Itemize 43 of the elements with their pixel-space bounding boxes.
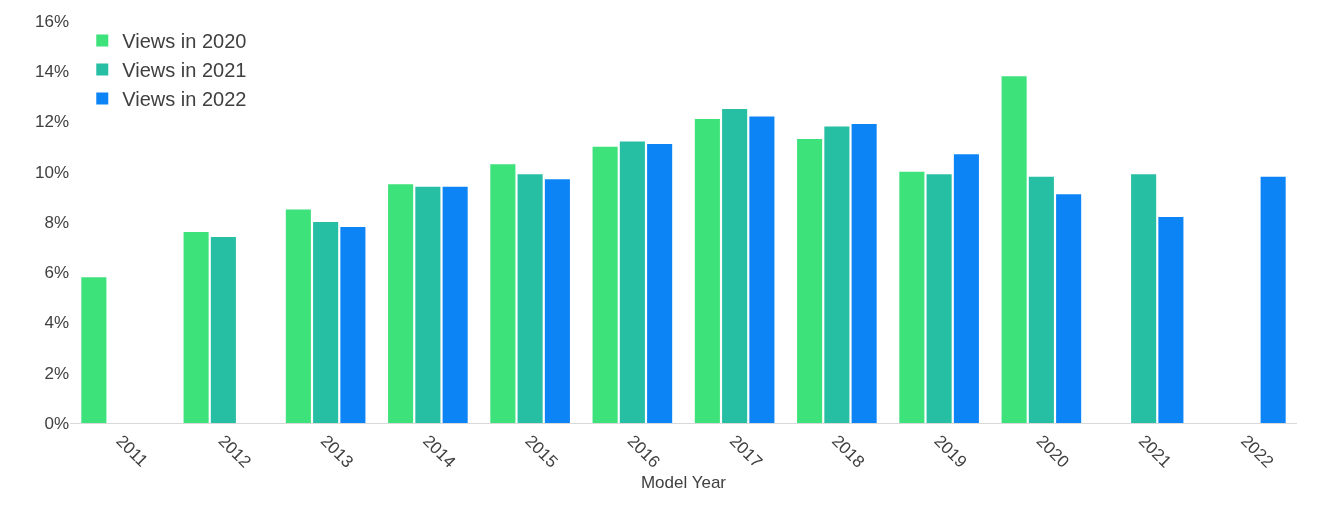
bar [1260, 176, 1286, 423]
y-tick-label: 12% [34, 112, 69, 132]
bar [619, 141, 645, 423]
bar [544, 179, 570, 423]
bar [694, 118, 720, 423]
bar [1056, 194, 1082, 423]
bar [953, 154, 979, 423]
bar [1131, 174, 1157, 423]
bar [592, 146, 618, 423]
bar [81, 277, 107, 423]
bar [824, 126, 850, 423]
bar [797, 139, 823, 423]
bar [210, 237, 236, 423]
bar [388, 184, 414, 423]
legend-label: Views in 2021 [122, 59, 247, 82]
bar [926, 174, 952, 423]
y-tick-label: 6% [44, 263, 69, 283]
bar [340, 227, 366, 423]
bar [749, 116, 775, 423]
y-tick-label: 10% [34, 162, 69, 182]
y-tick-label: 14% [34, 62, 69, 82]
y-tick-label: 2% [44, 363, 69, 383]
bar [415, 186, 441, 423]
x-axis-title: Model Year [640, 473, 727, 493]
bar [851, 124, 877, 423]
bar [285, 209, 311, 423]
bar [183, 232, 209, 423]
bar [442, 186, 468, 423]
bar [1158, 216, 1184, 423]
bar [517, 174, 543, 423]
bar [647, 144, 673, 423]
bar [1001, 76, 1027, 423]
legend-label: Views in 2020 [122, 30, 247, 53]
bar [1028, 176, 1054, 423]
y-tick-label: 16% [34, 11, 69, 31]
y-tick-label: 4% [44, 313, 69, 333]
bar [490, 164, 516, 423]
bar [722, 108, 748, 423]
bar [899, 171, 925, 423]
bar [313, 222, 339, 423]
legend-label: Views in 2022 [122, 88, 247, 111]
y-tick-label: 8% [44, 212, 69, 232]
y-tick-label: 0% [44, 413, 69, 433]
